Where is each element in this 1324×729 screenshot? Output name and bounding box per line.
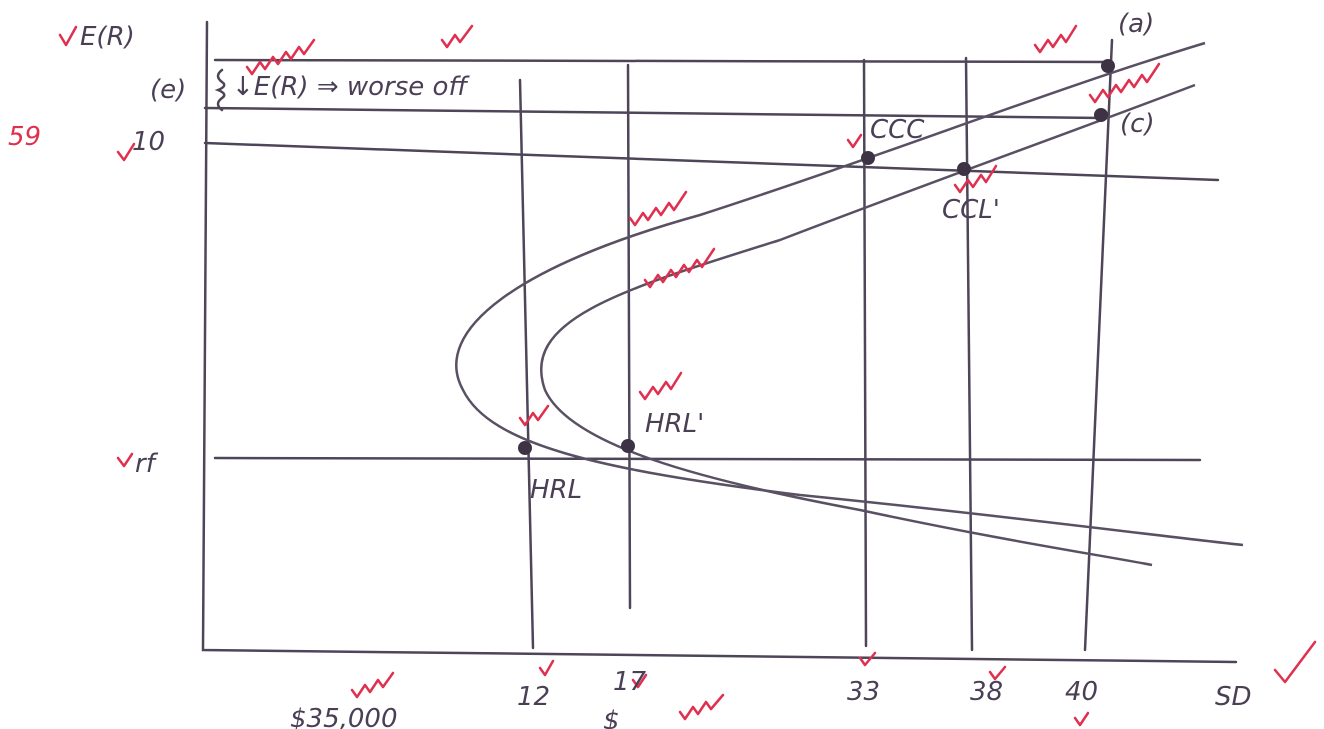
h-line [213,58,1114,64]
point [621,439,635,453]
point [1101,59,1115,73]
point-label: (e) [150,75,186,105]
point [1094,108,1108,122]
y-tick-label: 10 [132,127,165,157]
point-label: (a) [1118,9,1154,39]
point [957,162,971,176]
x-tick-label: 12 [517,682,550,712]
axes [201,20,1238,664]
x-tick-label: 38 [970,677,1003,707]
v-line [1083,38,1114,652]
h-line [213,456,1202,462]
point [861,151,875,165]
point-label: (c) [1120,109,1155,139]
y-tick-label: rf [135,449,159,479]
x-tick-label: 40 [1065,677,1098,707]
v-line [964,56,974,652]
point [518,441,532,455]
frontier-curve [455,41,1244,547]
x-tick-label: 17 [613,667,647,697]
v-line [862,58,868,648]
x-axis-label: SD [1215,682,1252,712]
h-line [203,141,1220,182]
y-axis-label: E(R) [80,22,135,52]
v-line [626,63,632,610]
annotation: ↓E(R) ⇒ worse off [232,72,470,102]
x-tick-label: 33 [847,677,880,707]
frontier-curve [539,83,1196,567]
y-note: 59 [8,122,41,152]
check-marks [58,24,1317,727]
point-label: HRL' [645,409,704,439]
v-line [518,78,535,650]
bottom-note: $ [603,706,620,729]
point-label: CCC [870,115,925,145]
h-line [203,106,1104,120]
bottom-note: $35,000 [290,704,398,729]
point-label: HRL [530,475,582,505]
brace [214,68,226,112]
point-label: CCL' [942,195,1000,225]
